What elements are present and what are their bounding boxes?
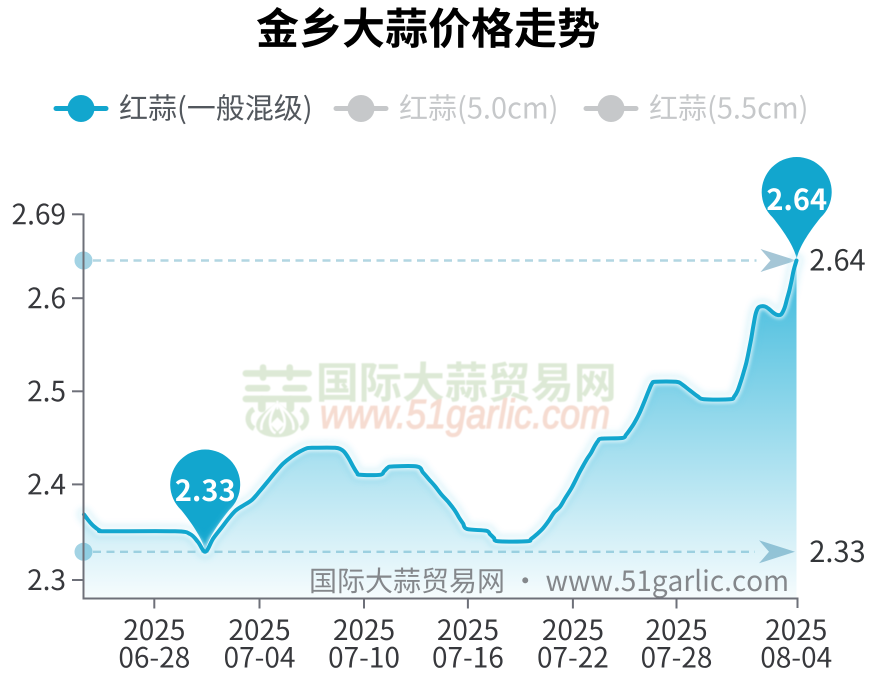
svg-text:www.51garlic.com: www.51garlic.com <box>320 392 610 437</box>
